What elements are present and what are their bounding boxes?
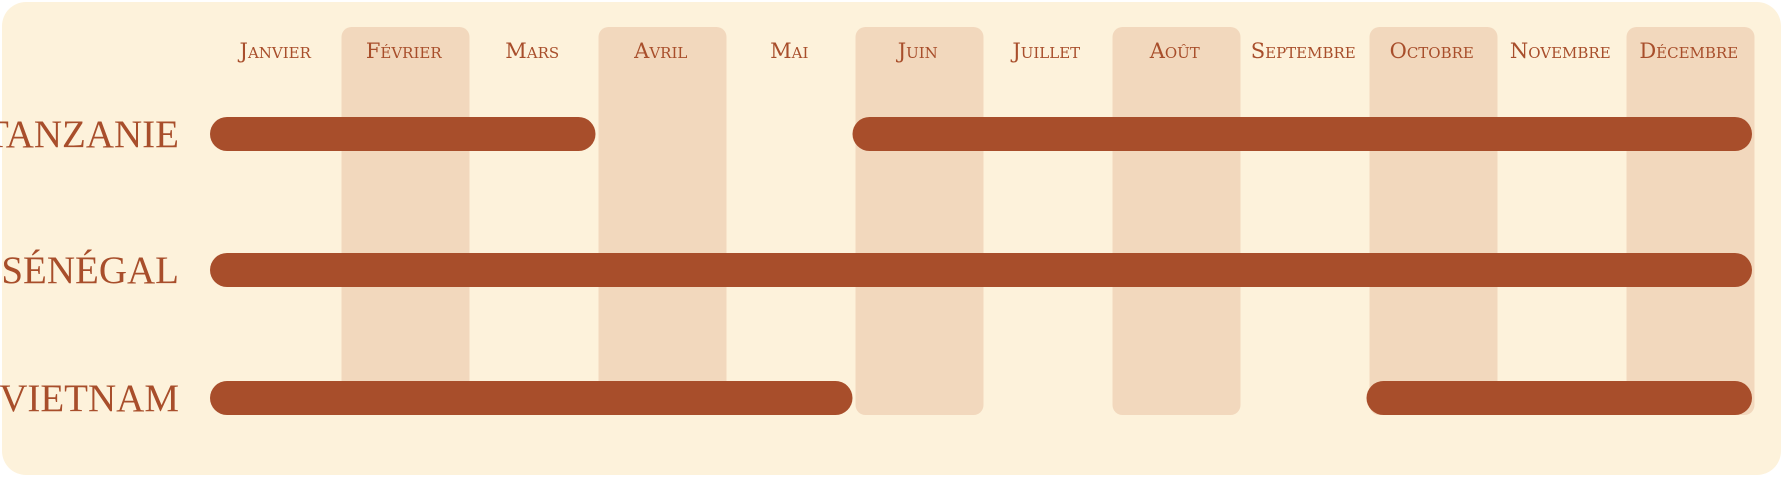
shade-column-octobre (1369, 27, 1498, 415)
month-label-decembre: Décembre (1639, 39, 1738, 63)
month-label-aout: Août (1149, 39, 1200, 63)
month-label-fevrier: Février (366, 39, 443, 63)
shade-column-avril (598, 27, 727, 415)
month-label-septembre: Septembre (1251, 39, 1356, 63)
country-labels: TANZANIE SÉNÉGAL VIETNAM (0, 113, 179, 420)
country-label-vietnam: VIETNAM (0, 377, 179, 420)
month-labels: Janvier Février Mars Avril Mai Juin Juillet Aoû… (238, 39, 1739, 63)
shade-column-fevrier (341, 27, 470, 415)
season-bars (210, 117, 1752, 415)
shade-column-decembre (1626, 27, 1755, 415)
country-label-tanzanie: TANZANIE (0, 113, 179, 156)
month-label-juillet: Juillet (1010, 39, 1080, 63)
season-bar-vietnam-2 (1366, 381, 1752, 415)
month-label-avril: Avril (633, 39, 687, 63)
season-bar-senegal-1 (210, 253, 1752, 287)
month-label-mars: Mars (505, 39, 559, 63)
country-label-senegal: SÉNÉGAL (1, 248, 179, 292)
season-bar-tanzanie-2 (852, 117, 1752, 151)
month-label-mai: Mai (770, 39, 808, 63)
month-label-octobre: Octobre (1390, 39, 1474, 63)
shade-column-aout (1112, 27, 1241, 415)
shade-column-juin (855, 27, 984, 415)
month-label-juin: Juin (896, 39, 938, 63)
season-bar-tanzanie-1 (210, 117, 596, 151)
month-label-novembre: Novembre (1510, 39, 1611, 63)
season-bar-vietnam-1 (210, 381, 853, 415)
month-label-janvier: Janvier (238, 39, 312, 63)
